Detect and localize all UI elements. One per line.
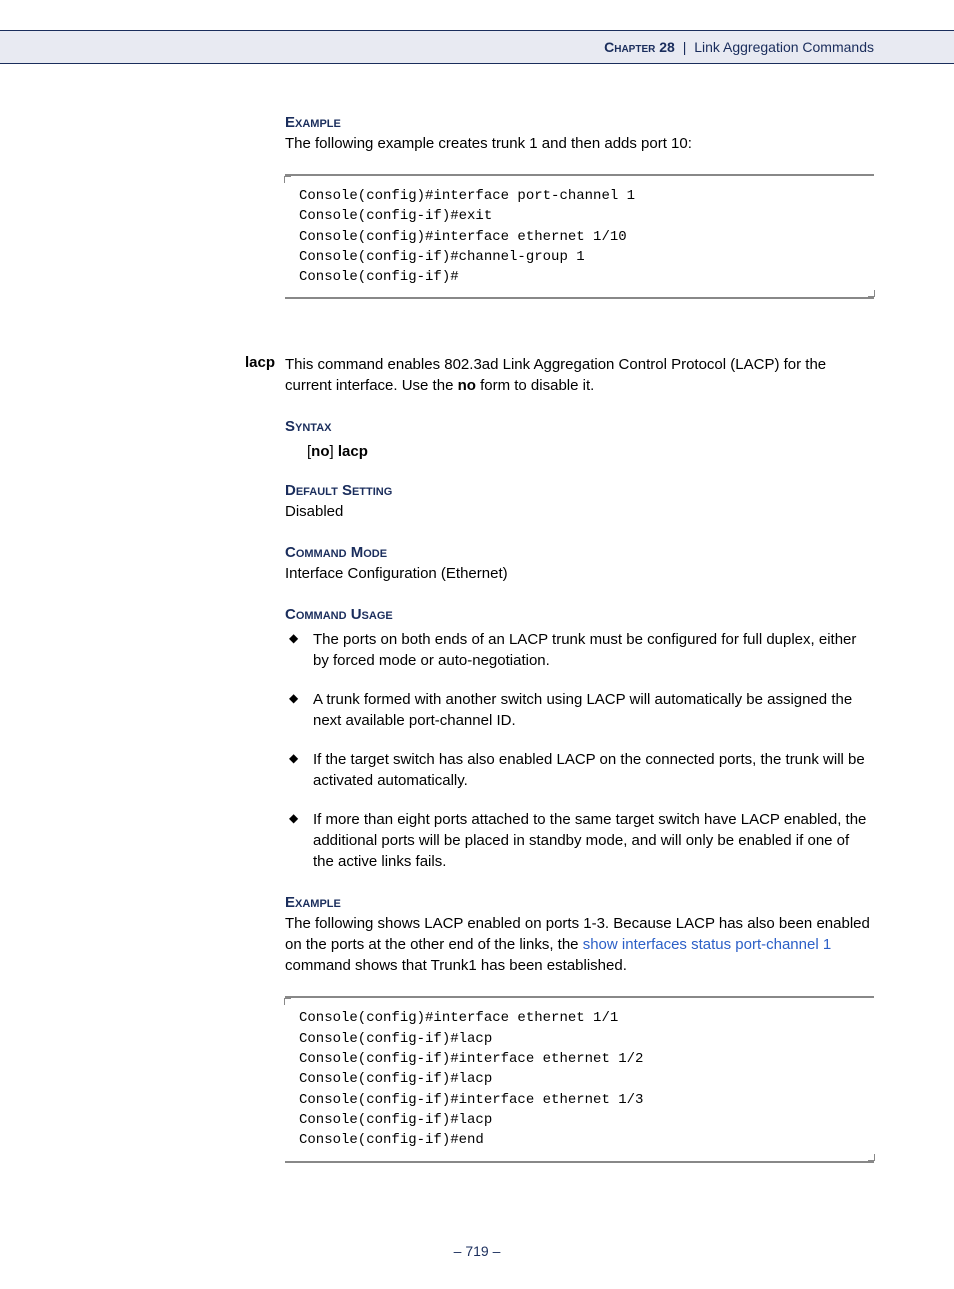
chapter-title: Link Aggregation Commands: [694, 39, 874, 55]
lacp-margin-label: lacp: [80, 354, 275, 371]
syntax-no: no: [311, 443, 329, 460]
example-2-heading: Example: [285, 894, 874, 911]
example-1-code: Console(config)#interface port-channel 1…: [285, 174, 874, 299]
usage-item: If more than eight ports attached to the…: [285, 809, 874, 872]
example-2-intro: The following shows LACP enabled on port…: [285, 913, 874, 976]
chapter-label: Chapter 28: [604, 39, 675, 55]
example-1-heading: Example: [285, 114, 874, 131]
example-2-post: command shows that Trunk1 has been estab…: [285, 957, 627, 974]
example-1-intro: The following example creates trunk 1 an…: [285, 133, 874, 154]
example-2-code: Console(config)#interface ethernet 1/1 C…: [285, 996, 874, 1162]
show-interfaces-link[interactable]: show interfaces status port-channel 1: [583, 936, 831, 953]
page-content: Example The following example creates tr…: [0, 64, 954, 1183]
lacp-main: This command enables 802.3ad Link Aggreg…: [285, 354, 874, 1162]
page-footer: – 719 –: [0, 1243, 954, 1289]
usage-item: A trunk formed with another switch using…: [285, 689, 874, 731]
lacp-description: This command enables 802.3ad Link Aggreg…: [285, 354, 874, 396]
usage-list: The ports on both ends of an LACP trunk …: [285, 629, 874, 872]
usage-heading: Command Usage: [285, 606, 874, 623]
header-separator: |: [679, 39, 691, 55]
usage-item: If the target switch has also enabled LA…: [285, 749, 874, 791]
lacp-desc-post: form to disable it.: [476, 377, 594, 394]
syntax-line: [no] lacp: [307, 443, 874, 460]
mode-value: Interface Configuration (Ethernet): [285, 563, 874, 584]
lacp-block: lacp This command enables 802.3ad Link A…: [80, 354, 874, 1162]
syntax-cmd: lacp: [338, 443, 368, 460]
usage-item: The ports on both ends of an LACP trunk …: [285, 629, 874, 671]
default-heading: Default Setting: [285, 482, 874, 499]
page-number: – 719 –: [454, 1243, 501, 1259]
lacp-desc-bold: no: [458, 377, 476, 394]
mode-heading: Command Mode: [285, 544, 874, 561]
page-header: Chapter 28 | Link Aggregation Commands: [0, 30, 954, 64]
example-1-block: Example The following example creates tr…: [285, 114, 874, 299]
syntax-heading: Syntax: [285, 418, 874, 435]
default-value: Disabled: [285, 501, 874, 522]
syntax-close: ]: [330, 443, 338, 460]
